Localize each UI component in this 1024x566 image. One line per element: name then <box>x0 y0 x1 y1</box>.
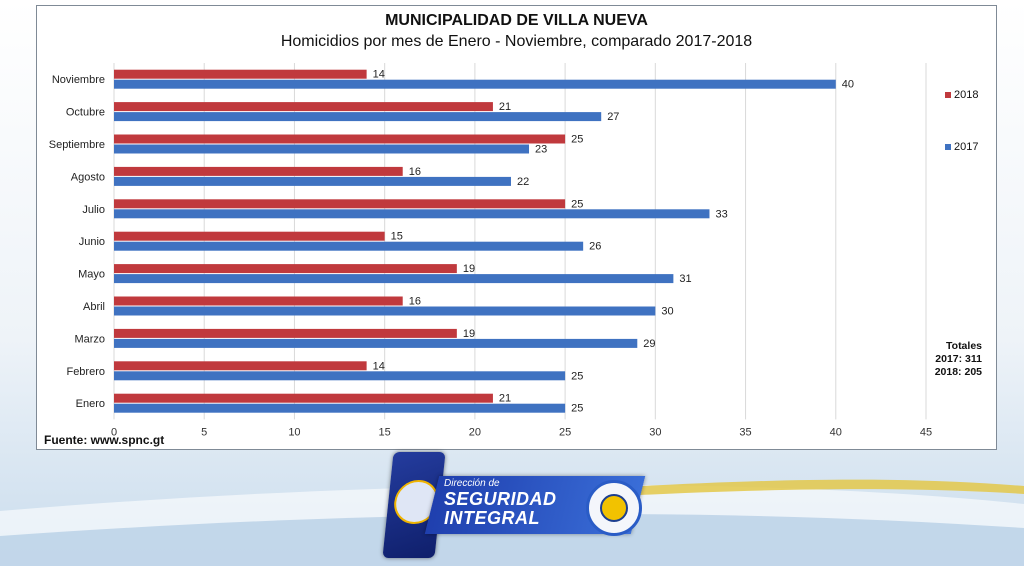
bar-2017-octubre <box>114 112 602 122</box>
data-label-2017-noviembre: 40 <box>842 79 854 91</box>
data-label-2018-abril: 16 <box>409 296 421 308</box>
bar-2018-enero <box>114 393 493 403</box>
seguridad-integral-logo: Dirección de SEGURIDAD INTEGRAL <box>380 452 670 560</box>
data-label-2018-octubre: 21 <box>499 101 511 113</box>
data-label-2018-enero: 21 <box>499 393 511 405</box>
chart-panel: MUNICIPALIDAD DE VILLA NUEVA Homicidios … <box>36 5 997 450</box>
legend-item-2018: 2018 <box>945 89 978 101</box>
y-category-label: Julio <box>82 204 105 216</box>
bar-2017-noviembre <box>114 79 836 89</box>
data-label-2018-septiembre: 25 <box>571 134 583 146</box>
bar-2017-abril <box>114 306 656 316</box>
y-category-label: Enero <box>76 398 105 410</box>
x-tick-label-5: 5 <box>201 426 207 438</box>
x-tick-label-30: 30 <box>649 426 661 438</box>
bar-2018-abril <box>114 296 403 306</box>
x-tick-label-0: 0 <box>111 426 117 438</box>
bar-2017-julio <box>114 209 710 219</box>
legend-swatch-2018 <box>945 92 951 99</box>
y-category-label: Febrero <box>66 366 105 378</box>
bar-2018-octubre <box>114 102 493 112</box>
totals-2018: 2018: 205 <box>934 366 982 378</box>
data-label-2017-agosto: 22 <box>517 176 529 188</box>
bar-2018-julio <box>114 199 566 209</box>
bar-2018-agosto <box>114 166 403 176</box>
legend-label-2018: 2018 <box>954 89 979 101</box>
x-tick-label-15: 15 <box>379 426 391 438</box>
chart-title: MUNICIPALIDAD DE VILLA NUEVA <box>385 12 648 29</box>
y-category-label: Septiembre <box>49 139 105 151</box>
logo-line1: SEGURIDAD <box>444 489 557 509</box>
data-label-2017-febrero: 25 <box>571 370 583 382</box>
data-label-2017-octubre: 27 <box>607 111 619 123</box>
y-category-label: Mayo <box>78 269 105 281</box>
y-category-label: Marzo <box>74 333 105 345</box>
y-category-label: Octubre <box>66 107 105 119</box>
legend-label-2017: 2017 <box>954 141 979 153</box>
x-tick-label-45: 45 <box>920 426 932 438</box>
legend-swatch-2017 <box>945 144 951 151</box>
bar-2017-septiembre <box>114 144 530 154</box>
bar-2018-febrero <box>114 361 367 371</box>
totals-2017: 2017: 311 <box>935 353 982 365</box>
bar-2018-junio <box>114 231 385 241</box>
y-category-label: Agosto <box>71 171 105 183</box>
x-tick-label-35: 35 <box>739 426 751 438</box>
data-label-2018-mayo: 19 <box>463 263 475 275</box>
logo-line2: INTEGRAL <box>444 508 540 528</box>
data-label-2017-junio: 26 <box>589 241 601 253</box>
source-note: Fuente: www.spnc.gt <box>44 433 165 447</box>
x-tick-label-20: 20 <box>469 426 481 438</box>
logo-big-text: SEGURIDAD INTEGRAL <box>444 490 557 528</box>
data-label-2018-junio: 15 <box>391 231 403 243</box>
bar-2018-septiembre <box>114 134 566 144</box>
municipal-emblem-icon <box>586 480 642 536</box>
legend-item-2017: 2017 <box>945 141 978 153</box>
bar-chart: 0 5 10 15 20 25 30 35 40 45 Noviembre 14 40 Octubre 21… <box>49 63 932 438</box>
x-tick-label-25: 25 <box>559 426 571 438</box>
data-label-2018-febrero: 14 <box>373 360 385 372</box>
y-category-label: Abril <box>83 301 105 313</box>
bar-2018-mayo <box>114 264 457 274</box>
data-label-2018-agosto: 16 <box>409 166 421 178</box>
bar-2017-mayo <box>114 274 674 284</box>
bar-2017-enero <box>114 403 566 413</box>
bar-2017-junio <box>114 241 584 251</box>
y-category-label: Noviembre <box>52 74 105 86</box>
bar-2018-noviembre <box>114 69 367 79</box>
bar-2018-marzo <box>114 328 457 338</box>
bar-2017-agosto <box>114 176 511 186</box>
data-label-2018-marzo: 19 <box>463 328 475 340</box>
data-label-2017-marzo: 29 <box>643 338 655 350</box>
x-tick-label-10: 10 <box>288 426 300 438</box>
x-tick-label-40: 40 <box>830 426 842 438</box>
data-label-2017-abril: 30 <box>661 306 673 318</box>
data-label-2018-noviembre: 14 <box>373 69 385 81</box>
bar-2017-marzo <box>114 338 638 348</box>
data-label-2017-enero: 25 <box>571 403 583 415</box>
totals-box: Totales 2017: 311 2018: 205 <box>935 340 982 379</box>
totals-heading: Totales <box>946 340 982 352</box>
data-label-2017-julio: 33 <box>715 208 727 220</box>
chart-subtitle: Homicidios por mes de Enero - Noviembre,… <box>280 33 753 50</box>
bar-2017-febrero <box>114 371 566 381</box>
data-label-2017-septiembre: 23 <box>535 144 547 156</box>
logo-small-text: Dirección de <box>444 478 500 489</box>
y-category-label: Junio <box>79 236 105 248</box>
data-label-2017-mayo: 31 <box>679 273 691 285</box>
data-label-2018-julio: 25 <box>571 198 583 210</box>
